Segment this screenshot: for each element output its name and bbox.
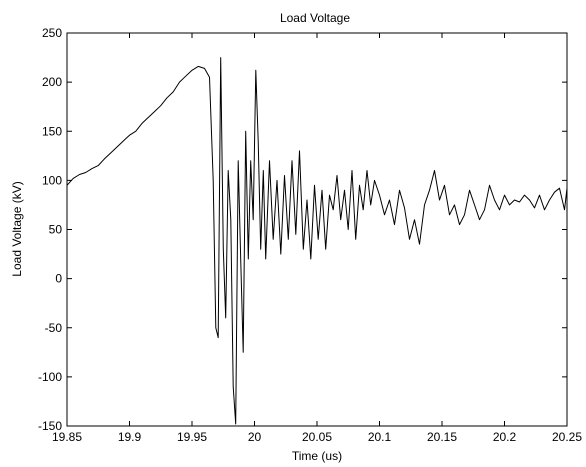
- load-voltage-series-line: [66, 57, 568, 425]
- y-tick-label: -150: [38, 419, 62, 433]
- y-tick-label: 250: [42, 26, 62, 40]
- x-tick-label: 20.25: [552, 430, 582, 444]
- x-tick-label: 20.1: [368, 430, 392, 444]
- x-tick-label: 19.95: [177, 430, 207, 444]
- x-axis-title: Time (us): [292, 449, 342, 463]
- x-tick-label: 20.2: [493, 430, 517, 444]
- x-tick-label: 19.85: [52, 430, 82, 444]
- plot-area: 19.85 19.9 19.95 20 20.05 20.1 20.15 20.2 20.25 …: [38, 26, 582, 444]
- y-tick-label: 150: [42, 124, 62, 138]
- y-tick-label: -100: [38, 370, 62, 384]
- x-tick-label: 20: [248, 430, 262, 444]
- y-axis-title: Load Voltage (kV): [10, 181, 24, 276]
- x-tick-label: 20.15: [427, 430, 457, 444]
- y-tick-label: 100: [42, 173, 62, 187]
- y-axis-ticks: -150 -100 -50 0 50 100 150 200 250: [38, 26, 567, 433]
- x-tick-label: 19.9: [118, 430, 142, 444]
- y-tick-label: 50: [49, 223, 63, 237]
- y-tick-label: 0: [55, 272, 62, 286]
- x-axis-ticks: 19.85 19.9 19.95 20 20.05 20.1 20.15 20.2 20.25: [52, 33, 582, 444]
- y-tick-label: -50: [45, 321, 63, 335]
- y-tick-label: 200: [42, 75, 62, 89]
- x-tick-label: 20.05: [302, 430, 332, 444]
- chart-title: Load Voltage: [280, 11, 350, 25]
